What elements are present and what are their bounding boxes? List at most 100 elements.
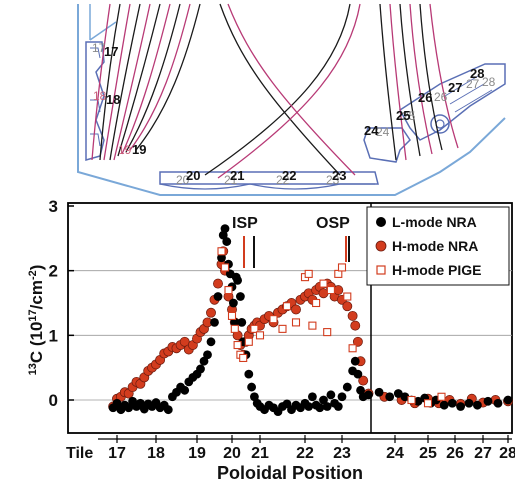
data-point-lmode [230, 318, 240, 327]
data-point-pige [224, 286, 233, 295]
data-point-pige [282, 302, 292, 311]
field-line [227, 3, 356, 176]
data-point-pige [269, 315, 278, 324]
data-point-pige [348, 344, 357, 353]
data-point-lmode [342, 382, 352, 392]
data-point-pige [220, 263, 230, 272]
data-point-hmode [318, 288, 329, 299]
data-point-lmode [206, 337, 216, 347]
data-point-lmode [413, 396, 423, 406]
data-point-lmode [247, 382, 256, 392]
data-point-lmode [217, 253, 226, 263]
field-line [121, 3, 171, 155]
data-point-lmode [322, 402, 332, 411]
data-point-lmode [315, 403, 325, 413]
y-label-unit: /cm [27, 280, 46, 309]
field-line [117, 3, 161, 157]
x-tick-label: 25 [419, 445, 437, 462]
data-point-lmode [180, 385, 190, 395]
tile-label-27: 27 [448, 80, 462, 95]
field-line [219, 3, 341, 176]
field-line [429, 3, 459, 149]
tile-ghost-23: 23 [326, 173, 340, 187]
tile-ghost-19: 19 [118, 143, 132, 157]
field-line [99, 3, 121, 161]
y-label-main: C (10 [27, 322, 46, 364]
vessel-wall [77, 4, 506, 196]
data-point-pige [255, 331, 265, 340]
data-point-pige [312, 298, 321, 308]
data-point-pige [323, 328, 332, 337]
data-point-lmode [337, 392, 347, 402]
data-point-lmode [483, 396, 493, 406]
data-point-lmode [308, 392, 317, 402]
y-tick-labels: 0 1 2 3 [49, 197, 74, 410]
x-tick-label: 19 [188, 445, 206, 462]
data-point-pige [291, 318, 301, 327]
data-point-pige [227, 311, 237, 320]
data-marks [108, 224, 513, 417]
isp-annotation: ISP [232, 215, 258, 232]
outer-baffle-outline [399, 63, 506, 141]
data-point-lmode [112, 398, 122, 408]
field-line [409, 3, 433, 155]
field-line [135, 3, 201, 151]
data-point-pige [319, 279, 328, 288]
data-point-lmode [447, 398, 457, 408]
field-line [379, 3, 397, 161]
lmode-field-lines [99, 3, 443, 176]
tile-label-26: 26 [418, 90, 432, 105]
tile-label-22: 22 [282, 168, 296, 183]
data-point-pige [244, 337, 253, 346]
legend-marker-hmode-nra [375, 240, 387, 252]
data-point-lmode [374, 387, 384, 397]
data-point-hmode [347, 310, 358, 321]
x-tick-label: 21 [251, 445, 269, 462]
x-tick-label: 24 [386, 445, 404, 462]
data-point-pige [304, 269, 313, 278]
tile-ghost-26: 26 [434, 90, 448, 104]
x-tick-prefix: Tile [66, 445, 93, 462]
x-tick-label: 27 [474, 445, 492, 462]
y-tick-label: 1 [49, 326, 58, 345]
field-line [399, 3, 421, 157]
y-tick-label: 0 [49, 391, 58, 410]
tile-label-28: 28 [470, 66, 484, 81]
x-axis-label: Poloidal Position [217, 463, 363, 483]
x-tick-label: 22 [296, 445, 314, 462]
data-point-hmode [358, 375, 369, 386]
tile-ghost-22: 22 [276, 173, 290, 187]
data-point-pige [233, 340, 242, 350]
legend-label-hmode-pige: H-mode PIGE [392, 262, 481, 278]
data-point-lmode [350, 356, 360, 366]
hmode-field-lines [91, 3, 459, 179]
data-point-lmode [493, 398, 503, 408]
data-point-pige [230, 324, 239, 333]
data-point-lmode [203, 350, 212, 360]
data-point-pige [407, 395, 416, 405]
outer-tile-outline [363, 127, 411, 163]
data-point-lmode [319, 395, 328, 405]
legend-label-hmode-nra: H-mode NRA [392, 238, 478, 254]
data-point-lmode [220, 224, 230, 234]
x-tick-label: 17 [108, 445, 126, 462]
data-point-lmode [456, 402, 465, 411]
tile-label-24: 24 [364, 123, 379, 138]
tile-ghost-21: 21 [224, 173, 238, 187]
data-point-pige [337, 263, 347, 272]
tile-ghost-24: 24 [376, 125, 390, 139]
vessel-wall-inner [89, 4, 117, 41]
floor-tile-outline [159, 171, 379, 185]
field-line [217, 3, 361, 179]
field-line [419, 3, 443, 151]
data-point-pige [308, 321, 317, 330]
data-point-hmode [352, 336, 363, 347]
field-line [204, 3, 351, 176]
data-point-lmode [400, 392, 410, 402]
x-tick-label: 18 [147, 445, 165, 462]
tile-label-21: 21 [230, 168, 244, 183]
data-point-lmode [196, 364, 205, 374]
tile-label-20: 20 [186, 168, 200, 183]
data-point-hmode [213, 278, 223, 289]
